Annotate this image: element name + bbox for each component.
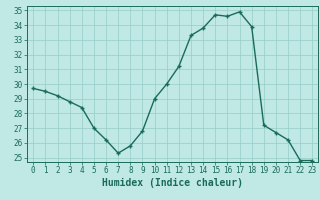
X-axis label: Humidex (Indice chaleur): Humidex (Indice chaleur)	[102, 178, 243, 188]
